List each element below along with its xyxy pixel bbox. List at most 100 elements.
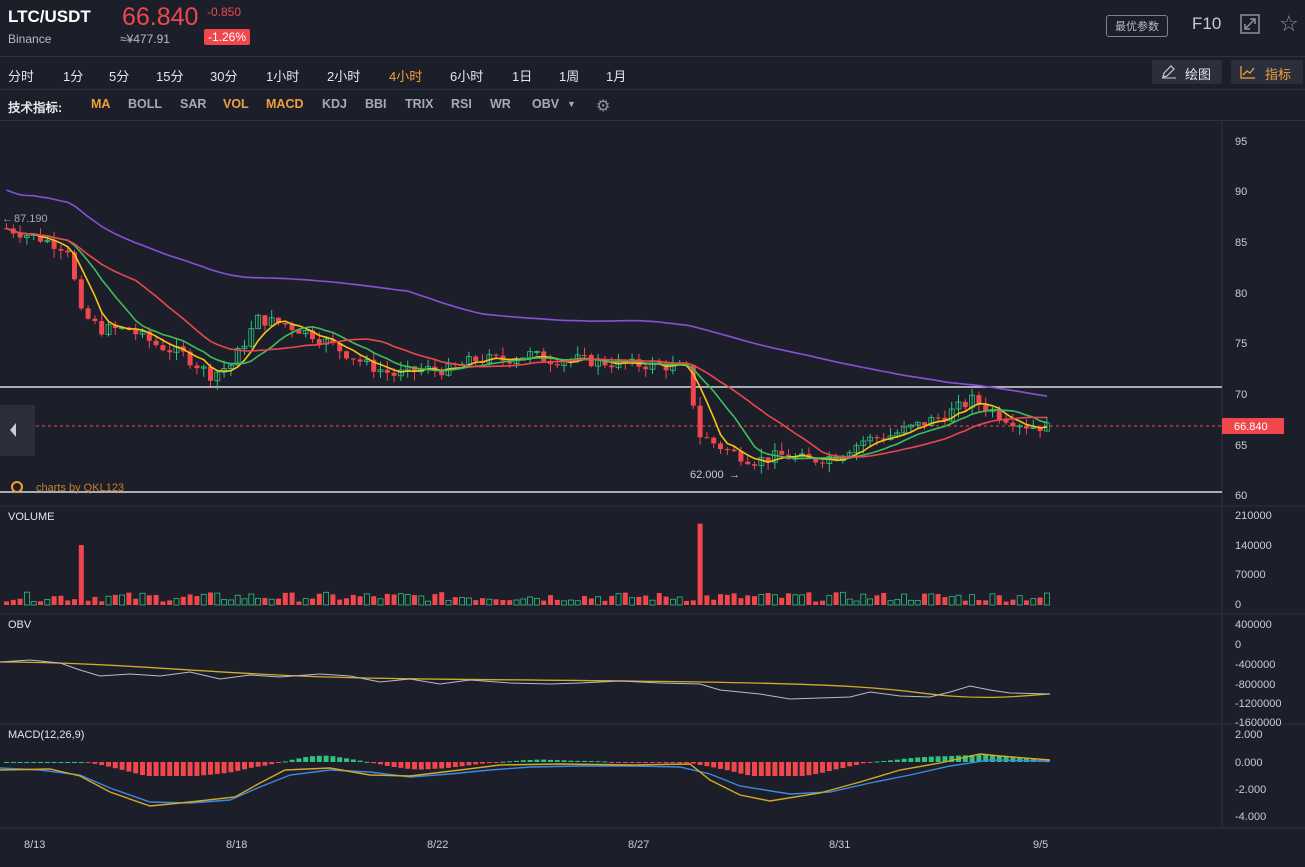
candle-body[interactable] [105,324,112,335]
candle-body[interactable] [1037,427,1043,432]
volume-bar[interactable] [425,600,432,606]
volume-bar[interactable] [418,595,425,606]
volume-bar[interactable] [833,592,839,605]
volume-bar[interactable] [772,594,778,606]
volume-bar[interactable] [731,593,737,605]
candle-body[interactable] [363,359,370,363]
candle-body[interactable] [588,355,594,367]
volume-bar[interactable] [133,598,139,605]
candle-body[interactable] [962,401,968,408]
volume-bar[interactable] [853,600,860,606]
volume-bar[interactable] [738,598,744,605]
tf-30m[interactable]: 30分 [210,69,238,84]
candle-body[interactable] [724,449,730,451]
candle-body[interactable] [38,234,43,242]
tf-2h[interactable]: 2小时 [327,69,361,84]
candle-body[interactable] [262,315,268,326]
volume-bar[interactable] [922,593,927,605]
candle-body[interactable] [901,426,907,434]
volume-bar[interactable] [200,593,207,606]
candle-body[interactable] [133,329,139,335]
volume-bar[interactable] [806,592,812,605]
volume-bar[interactable] [813,601,819,605]
f10-button[interactable]: F10 [1192,14,1222,33]
ind-kdj[interactable]: KDJ [322,97,348,111]
volume-bar[interactable] [412,595,417,605]
candle-body[interactable] [548,361,553,365]
candle-body[interactable] [391,372,397,376]
candle-body[interactable] [833,456,839,461]
volume-bar[interactable] [282,592,288,605]
candle-body[interactable] [1016,425,1023,428]
ind-macd[interactable]: MACD [266,97,304,111]
volume-bar[interactable] [65,600,71,605]
volume-bar[interactable] [541,600,547,605]
volume-bar[interactable] [227,599,234,606]
volume-bar[interactable] [153,594,159,605]
volume-bar[interactable] [4,601,9,605]
candle-body[interactable] [248,328,255,347]
candle-body[interactable] [656,361,662,364]
volume-bar[interactable] [507,600,513,605]
volume-bar[interactable] [860,593,867,606]
volume-bar[interactable] [296,601,302,605]
volume-bar[interactable] [432,594,438,605]
candle-body[interactable] [983,404,989,412]
draw-button[interactable]: 绘图 [1152,60,1222,84]
candle-body[interactable] [881,438,887,440]
candle-body[interactable] [745,461,751,465]
volume-bar[interactable] [350,594,356,605]
volume-bar[interactable] [513,599,520,606]
volume-bar[interactable] [983,600,989,605]
volume-bar[interactable] [1016,595,1023,606]
candle-body[interactable] [643,366,649,370]
volume-bar[interactable] [901,593,907,606]
volume-bar[interactable] [554,599,560,605]
volume-bar[interactable] [867,598,873,606]
candle-body[interactable] [227,364,234,369]
volume-bar[interactable] [30,601,37,606]
volume-bar[interactable] [874,595,880,605]
volume-bar[interactable] [799,594,805,606]
tf-4h[interactable]: 4小时 [389,69,423,84]
obv-dropdown-icon[interactable]: ▼ [567,99,576,109]
volume-bar[interactable] [595,596,601,606]
candle-body[interactable] [85,308,91,319]
candle-body[interactable] [302,329,309,335]
tf-1d[interactable]: 1日 [512,69,533,84]
volume-bar[interactable] [914,600,921,606]
candle-body[interactable] [92,318,98,321]
candle-body[interactable] [112,324,118,329]
candle-body[interactable] [194,365,200,369]
volume-bar[interactable] [1030,598,1037,606]
volume-bar[interactable] [404,594,411,606]
candle-body[interactable] [241,345,248,349]
tf-1h[interactable]: 1小时 [266,69,300,84]
candle-body[interactable] [255,314,262,330]
volume-bar[interactable] [72,599,77,605]
volume-bar[interactable] [786,593,791,605]
optimal-params-button[interactable]: 最优参数 [1106,15,1168,37]
volume-bar[interactable] [465,597,472,606]
volume-bar[interactable] [17,598,23,605]
candle-body[interactable] [609,365,615,368]
volume-bar[interactable] [840,591,846,606]
gear-icon[interactable]: ⚙ [596,98,611,115]
volume-bar[interactable] [316,593,322,605]
volume-bar[interactable] [548,595,553,605]
volume-bar[interactable] [704,595,710,605]
candle-body[interactable] [1024,425,1029,429]
volume-bar[interactable] [976,600,982,605]
volume-bar[interactable] [473,600,479,605]
volume-bar[interactable] [167,600,173,605]
volume-bar[interactable] [255,597,262,606]
volume-bar[interactable] [663,596,669,605]
candle-body[interactable] [72,252,77,280]
volume-bar[interactable] [493,599,499,605]
candle-body[interactable] [935,417,941,419]
volume-bar[interactable] [1044,592,1050,606]
volume-bar[interactable] [337,599,343,605]
chart-area[interactable]: 95 90 85 80 75 70 65 60 66.840 ← 87.190 … [0,121,1305,867]
volume-bar[interactable] [588,598,594,605]
volume-bar[interactable] [779,597,785,605]
